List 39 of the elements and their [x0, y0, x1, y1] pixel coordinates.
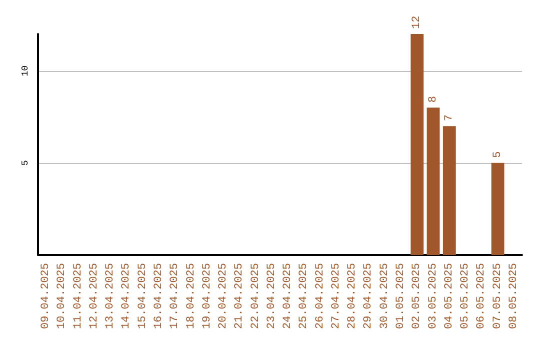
x-tick-label: 08.05.2025 [508, 262, 520, 330]
bar [426, 108, 440, 255]
x-tick-label: 18.04.2025 [185, 262, 198, 330]
x-tick-label: 02.05.2025 [411, 262, 424, 330]
x-tick-label: 30.04.2025 [378, 262, 391, 330]
x-tick-label: 28.04.2025 [346, 262, 359, 330]
x-tick-label: 20.04.2025 [218, 262, 230, 330]
x-tick-label: 14.04.2025 [120, 262, 133, 330]
data-label: 8 [427, 96, 440, 103]
x-tick-label: 12.04.2025 [88, 262, 100, 330]
x-tick-label: 11.04.2025 [72, 262, 84, 330]
x-tick-label: 27.04.2025 [330, 262, 342, 330]
x-tick-label: 22.04.2025 [250, 262, 262, 330]
bar [410, 34, 424, 255]
x-tick-label: 06.05.2025 [476, 262, 488, 330]
x-tick-label: 17.04.2025 [169, 262, 182, 330]
data-label: 12 [411, 16, 424, 29]
data-label: 5 [492, 151, 504, 158]
x-tick-label: 29.04.2025 [362, 262, 375, 330]
y-tick-label: 10 [20, 65, 30, 76]
x-tick-label: 05.05.2025 [460, 262, 472, 330]
x-tick-label: 23.04.2025 [266, 262, 278, 330]
x-tick-label: 15.04.2025 [136, 262, 149, 330]
x-tick-label: 26.04.2025 [314, 262, 326, 330]
x-tick-label: 03.05.2025 [427, 262, 440, 330]
x-tick-label: 16.04.2025 [153, 262, 165, 330]
bar [491, 162, 504, 255]
x-tick-label: 21.04.2025 [234, 262, 246, 330]
x-tick-label: 25.04.2025 [298, 262, 310, 330]
x-tick-label: 09.04.2025 [40, 262, 52, 330]
bar [442, 126, 456, 255]
x-tick-label: 04.05.2025 [443, 262, 456, 330]
x-tick-label: 19.04.2025 [201, 262, 214, 330]
x-tick-label: 24.04.2025 [282, 262, 294, 330]
x-tick-label: 13.04.2025 [104, 262, 117, 330]
x-tick-label: 10.04.2025 [56, 262, 68, 330]
x-tick-label: 07.05.2025 [492, 262, 504, 330]
data-label: 7 [443, 114, 456, 122]
x-tick-label: 01.05.2025 [395, 262, 407, 330]
